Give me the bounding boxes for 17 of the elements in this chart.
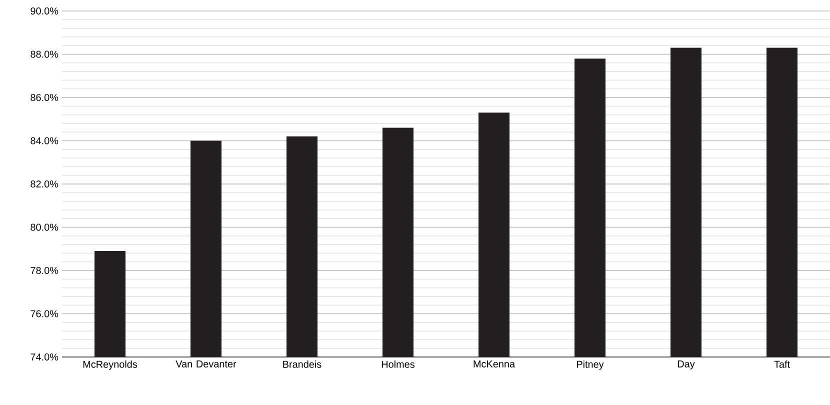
x-tick-label: McKenna <box>474 360 516 368</box>
y-tick-label: 86.0% <box>30 94 58 102</box>
y-tick-label: 80.0% <box>30 224 58 231</box>
x-tick-label: Pitney <box>576 360 604 370</box>
x-tick-label: Taft <box>774 360 790 368</box>
x-tick-label: Van Devanter <box>176 360 236 368</box>
x-tick-label: Brandeis <box>283 360 322 368</box>
y-tick-label: 76.0% <box>30 310 58 318</box>
y-tick-label: 90.0% <box>30 7 58 15</box>
y-tick-label: 88.0% <box>30 50 58 58</box>
x-tick-label: McReynolds <box>83 360 138 370</box>
y-tick-label: 82.0% <box>30 180 58 188</box>
x-tick-label: Holmes <box>382 360 415 368</box>
y-tick-label: 78.0% <box>30 266 58 274</box>
x-tick-label: Day <box>678 360 695 370</box>
y-tick-label: 74.0% <box>30 353 58 361</box>
y-tick-label: 84.0% <box>30 137 58 144</box>
